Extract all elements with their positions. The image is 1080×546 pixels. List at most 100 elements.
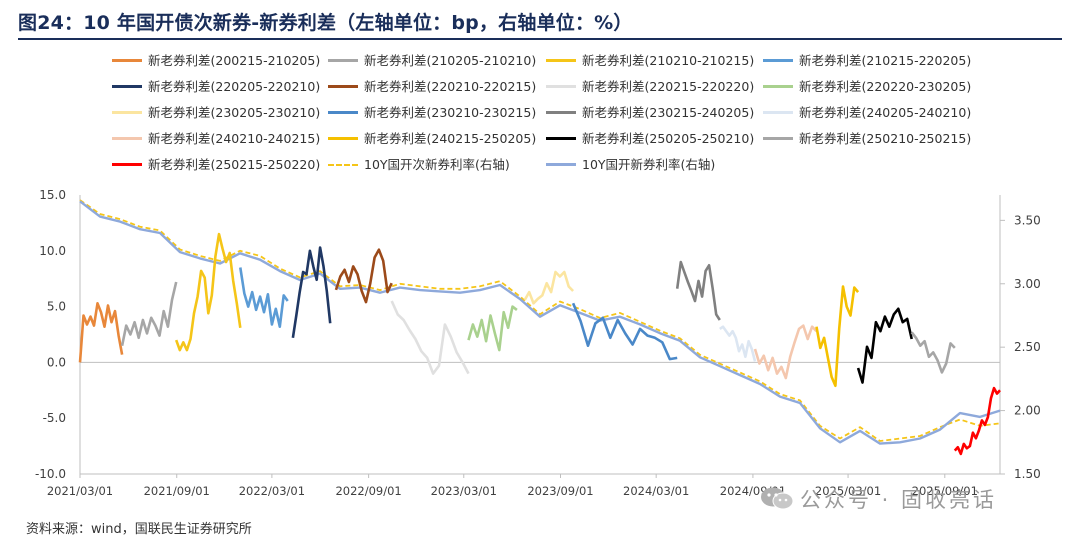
legend-label: 新老券利差(240210-240215) bbox=[148, 131, 321, 146]
legend-label: 新老券利差(210210-210215) bbox=[582, 53, 755, 68]
legend-swatch bbox=[112, 163, 142, 166]
legend-item: 新老券利差(230215-240205) bbox=[546, 102, 754, 121]
legend-swatch bbox=[763, 111, 793, 114]
spread-line bbox=[753, 324, 818, 380]
legend-label: 新老券利差(230210-230215) bbox=[364, 105, 537, 120]
spread-line bbox=[467, 305, 518, 352]
spread-line bbox=[78, 302, 124, 363]
legend-swatch bbox=[328, 85, 358, 88]
x-tick-label: 2021/09/01 bbox=[144, 484, 210, 498]
chart-title: 图24：10 年国开债次新券-新券利差（左轴单位：bp，右轴单位：%） bbox=[18, 12, 633, 34]
spread-line bbox=[910, 331, 956, 374]
legend-swatch bbox=[546, 85, 576, 88]
legend-item: 新老券利差(220210-220215) bbox=[328, 76, 536, 95]
y-right-tick-label: 3.00 bbox=[1014, 277, 1041, 291]
legend-label: 新老券利差(240215-250205) bbox=[364, 131, 537, 146]
y-left-tick-label: -5.0 bbox=[43, 411, 66, 425]
x-tick-label: 2024/03/01 bbox=[623, 484, 689, 498]
legend-label: 新老券利差(250210-250215) bbox=[799, 131, 972, 146]
wechat-icon bbox=[761, 487, 794, 510]
spread-line bbox=[174, 232, 242, 352]
legend-item: 新老券利差(240205-240210) bbox=[763, 102, 971, 121]
x-tick-label: 2022/03/01 bbox=[239, 484, 305, 498]
legend-swatch bbox=[546, 111, 576, 114]
legend-swatch bbox=[763, 59, 793, 62]
legend-item: 新老券利差(220220-230205) bbox=[763, 76, 971, 95]
legend-item: 新老券利差(230210-230215) bbox=[328, 102, 536, 121]
spread-line bbox=[675, 260, 721, 321]
legend-swatch bbox=[546, 137, 576, 140]
legend-label: 新老券利差(250215-250220) bbox=[148, 157, 321, 172]
plot-area: -10.0 -5.0 0.0 5.0 10.0 15.0 1.50 2.00 2.50 3.00 3… bbox=[35, 188, 1041, 498]
legend-item: 10Y国开次新券利率(右轴) bbox=[328, 154, 510, 173]
legend-swatch bbox=[328, 137, 358, 140]
legend-label: 10Y国开新券利率(右轴) bbox=[582, 157, 716, 172]
legend-item: 10Y国开新券利率(右轴) bbox=[546, 154, 715, 173]
spread-line bbox=[571, 302, 678, 361]
legend-item: 新老券利差(250210-250215) bbox=[763, 128, 971, 147]
legend-item: 新老券利差(230205-230210) bbox=[112, 102, 320, 121]
legend-swatch bbox=[546, 59, 576, 62]
spread-line bbox=[390, 300, 470, 375]
spread-line bbox=[239, 267, 289, 328]
legend-label: 新老券利差(250205-250210) bbox=[582, 131, 755, 146]
legend-item: 新老券利差(240210-240215) bbox=[112, 128, 320, 147]
legend-label: 新老券利差(210215-220205) bbox=[799, 53, 972, 68]
legend-swatch bbox=[112, 85, 142, 88]
legend-item: 新老券利差(250215-250220) bbox=[112, 154, 320, 173]
legend-label: 新老券利差(200215-210205) bbox=[148, 53, 321, 68]
x-tick-label: 2023/09/01 bbox=[527, 484, 593, 498]
legend-label: 新老券利差(240205-240210) bbox=[799, 105, 972, 120]
legend-item: 新老券利差(210215-220205) bbox=[763, 50, 971, 69]
y-left-tick-label: 0.0 bbox=[47, 355, 66, 369]
title-underline bbox=[18, 38, 1062, 40]
legend-label: 10Y国开次新券利率(右轴) bbox=[364, 157, 510, 172]
legend-item: 新老券利差(210205-210210) bbox=[328, 50, 536, 69]
legend-item: 新老券利差(220205-220210) bbox=[112, 76, 320, 95]
spread-line bbox=[815, 285, 860, 388]
spread-line bbox=[291, 246, 332, 338]
legend-swatch bbox=[328, 111, 358, 114]
y-right-tick-label: 1.50 bbox=[1014, 467, 1041, 481]
legend-swatch bbox=[112, 137, 142, 140]
x-tick-label: 2021/03/01 bbox=[47, 484, 113, 498]
legend-label: 新老券利差(230205-230210) bbox=[148, 105, 321, 120]
legend-swatch bbox=[112, 111, 142, 114]
spread-line bbox=[334, 248, 393, 304]
x-tick-label: 2023/03/01 bbox=[431, 484, 497, 498]
source-note: 资料来源：wind，国联民生证券研究所 bbox=[26, 522, 252, 537]
legend-item: 新老券利差(240215-250205) bbox=[328, 128, 536, 147]
y-right-tick-label: 2.50 bbox=[1014, 340, 1041, 354]
spread-line bbox=[719, 325, 757, 362]
x-tick-label: 2025/09/01 bbox=[912, 484, 978, 498]
y-right-tick-label: 2.00 bbox=[1014, 404, 1041, 418]
spread-line-chart: -10.0 -5.0 0.0 5.0 10.0 15.0 1.50 2.00 2.50 3.00 3… bbox=[35, 188, 1041, 498]
legend-swatch bbox=[763, 85, 793, 88]
legend-label: 新老券利差(230215-240205) bbox=[582, 105, 755, 120]
y-right-tick-label: 3.50 bbox=[1014, 213, 1041, 227]
y-left-tick-label: 15.0 bbox=[39, 188, 66, 202]
legend-label: 新老券利差(220210-220215) bbox=[364, 79, 537, 94]
rate-line-new bbox=[79, 200, 1001, 445]
legend-label: 新老券利差(220215-220220) bbox=[582, 79, 755, 94]
legend-label: 新老券利差(220220-230205) bbox=[799, 79, 972, 94]
watermark-text: 公众号 · 固收亮话 bbox=[800, 488, 998, 512]
x-tick-label: 2025/03/01 bbox=[815, 484, 881, 498]
legend-swatch bbox=[328, 163, 358, 166]
legend-label: 新老券利差(210205-210210) bbox=[364, 53, 537, 68]
legend-swatch bbox=[763, 137, 793, 140]
legend-item: 新老券利差(250205-250210) bbox=[546, 128, 754, 147]
y-left-tick-label: -10.0 bbox=[35, 467, 66, 481]
legend-item: 新老券利差(210210-210215) bbox=[546, 50, 754, 69]
legend-item: 新老券利差(200215-210205) bbox=[112, 50, 320, 69]
legend-label: 新老券利差(220205-220210) bbox=[148, 79, 321, 94]
x-tick-label: 2022/09/01 bbox=[335, 484, 401, 498]
legend-swatch bbox=[112, 59, 142, 62]
y-left-tick-label: 5.0 bbox=[47, 300, 66, 314]
legend-item: 新老券利差(220215-220220) bbox=[546, 76, 754, 95]
spread-line bbox=[856, 307, 913, 384]
legend-swatch bbox=[546, 163, 576, 166]
legend-swatch bbox=[328, 59, 358, 62]
spread-line bbox=[523, 270, 575, 305]
spread-line bbox=[120, 281, 178, 346]
